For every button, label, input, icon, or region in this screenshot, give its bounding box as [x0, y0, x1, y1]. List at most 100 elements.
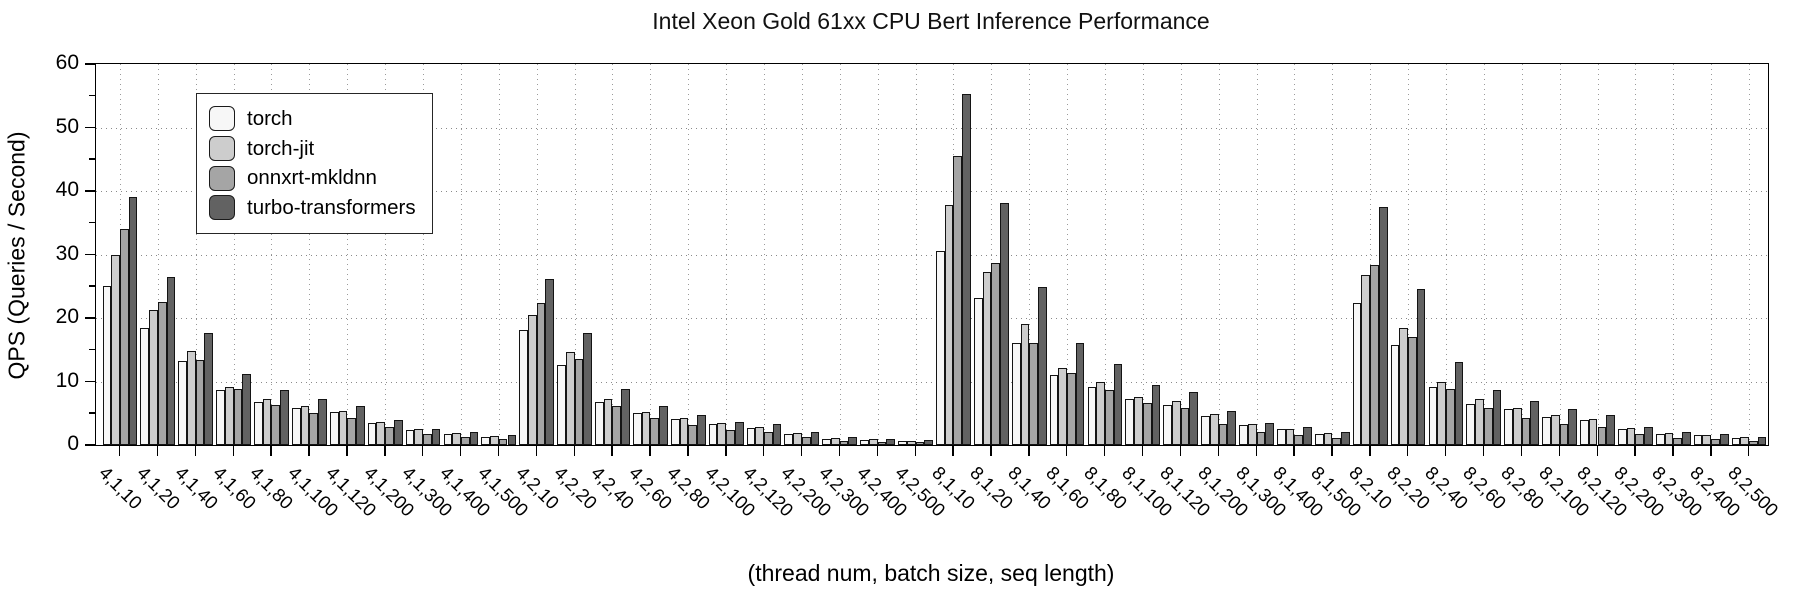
- bar-turbo-transformers: [1151, 385, 1161, 445]
- x-gridline: [1104, 64, 1106, 445]
- bar-turbo-transformers: [318, 399, 327, 445]
- bar-torch: [1087, 387, 1097, 445]
- y-minor-tick: [89, 348, 95, 351]
- bar-torch-jit: [1209, 413, 1219, 445]
- x-tick: [573, 446, 575, 456]
- bar-torch-jit: [1550, 414, 1560, 445]
- y-major-tick: [85, 380, 95, 383]
- bar-turbo-transformers: [810, 432, 820, 445]
- bar-turbo-transformers: [1719, 433, 1729, 445]
- bar-torch-jit: [1172, 401, 1181, 445]
- bar-torch: [1163, 405, 1173, 445]
- x-tick: [194, 446, 197, 456]
- bar-onnxrt-mkldnn: [612, 405, 622, 445]
- x-tick: [611, 446, 613, 456]
- y-gridline: [96, 318, 1768, 319]
- bar-torch: [481, 436, 491, 445]
- bar-torch-jit: [338, 410, 348, 445]
- bar-torch: [254, 401, 263, 445]
- bar-turbo-transformers: [621, 389, 630, 445]
- bar-torch: [822, 438, 832, 445]
- x-gridline: [423, 64, 425, 445]
- legend-swatch-torch: [209, 106, 235, 132]
- x-tick: [952, 446, 954, 456]
- bar-torch-jit: [982, 271, 992, 445]
- bar-torch: [178, 361, 187, 445]
- bar-torch: [1617, 428, 1627, 445]
- bar-torch-jit: [187, 351, 196, 445]
- bar-turbo-transformers: [393, 420, 403, 445]
- x-gridline: [1597, 64, 1599, 445]
- y-tick-label: 0: [67, 432, 79, 455]
- y-gridline: [96, 381, 1768, 383]
- bar-onnxrt-mkldnn: [1635, 434, 1645, 445]
- bar-turbo-transformers: [1189, 391, 1199, 445]
- x-tick: [687, 446, 689, 456]
- x-axis-label: (thread num, batch size, seq length): [747, 560, 1115, 586]
- x-gridline: [195, 64, 197, 445]
- bar-torch: [1277, 429, 1286, 445]
- x-gridline: [1370, 64, 1372, 445]
- x-tick: [232, 446, 234, 456]
- bar-onnxrt-mkldnn: [385, 427, 394, 445]
- bar-onnxrt-mkldnn: [953, 156, 963, 445]
- legend-item-turbo-transformers: turbo-transformers: [209, 195, 416, 221]
- bar-torch-jit: [149, 309, 158, 445]
- x-tick: [1217, 446, 1220, 456]
- x-tick: [1369, 446, 1371, 456]
- bar-torch: [1731, 438, 1741, 445]
- x-tick: [535, 446, 538, 456]
- x-tick: [1331, 446, 1333, 456]
- bar-torch-jit: [452, 432, 461, 445]
- bar-onnxrt-mkldnn: [1294, 435, 1304, 445]
- bar-onnxrt-mkldnn: [1067, 373, 1076, 445]
- bar-turbo-transformers: [886, 438, 896, 445]
- x-gridline: [233, 64, 235, 445]
- bar-turbo-transformers: [1568, 409, 1577, 445]
- x-gridline: [1256, 64, 1258, 445]
- legend-item-onnxrt-mkldnn: onnxrt-mkldnn: [209, 165, 416, 191]
- bar-turbo-transformers: [166, 276, 176, 445]
- bar-turbo-transformers: [1492, 390, 1502, 445]
- bar-torch: [291, 407, 301, 445]
- bar-torch: [708, 424, 718, 445]
- bar-torch: [898, 441, 907, 445]
- legend-label: torch-jit: [247, 136, 315, 160]
- bar-torch: [1314, 433, 1324, 445]
- legend-item-torch-jit: torch-jit: [209, 135, 416, 162]
- x-gridline: [498, 64, 500, 445]
- bar-onnxrt-mkldnn: [233, 388, 243, 445]
- bar-onnxrt-mkldnn: [119, 229, 129, 445]
- y-tick-label: 50: [55, 114, 79, 138]
- x-tick: [1748, 446, 1750, 456]
- bar-onnxrt-mkldnn: [536, 303, 546, 445]
- y-major-tick: [85, 63, 95, 65]
- x-tick: [725, 446, 727, 456]
- x-gridline: [1559, 64, 1561, 445]
- bar-onnxrt-mkldnn: [1597, 427, 1607, 445]
- x-gridline: [1142, 64, 1144, 445]
- bar-torch-jit: [1058, 368, 1068, 445]
- bar-torch-jit: [111, 254, 120, 445]
- bar-torch: [1466, 403, 1476, 445]
- bar-torch: [1655, 433, 1665, 445]
- plot-area: torch torch-jit onnxrt-mkldnn turbo-transfo…: [95, 63, 1769, 446]
- bar-onnxrt-mkldnn: [1029, 342, 1038, 445]
- bar-torch: [367, 423, 377, 445]
- bar-onnxrt-mkldnn: [460, 437, 470, 445]
- x-tick: [1596, 446, 1598, 456]
- bar-onnxrt-mkldnn: [1445, 389, 1455, 445]
- x-gridline: [1445, 64, 1447, 445]
- bar-turbo-transformers: [1644, 426, 1653, 445]
- x-tick: [459, 446, 462, 456]
- x-gridline: [157, 64, 159, 445]
- bar-onnxrt-mkldnn: [1521, 417, 1531, 445]
- bar-torch-jit: [490, 436, 499, 445]
- bar-torch: [443, 433, 453, 445]
- bar-torch-jit: [831, 438, 840, 445]
- bar-torch-jit: [1513, 407, 1522, 445]
- chart-title: Intel Xeon Gold 61xx CPU Bert Inference …: [652, 8, 1210, 34]
- bar-turbo-transformers: [696, 415, 706, 445]
- bar-turbo-transformers: [1341, 432, 1350, 445]
- x-tick: [1520, 446, 1523, 456]
